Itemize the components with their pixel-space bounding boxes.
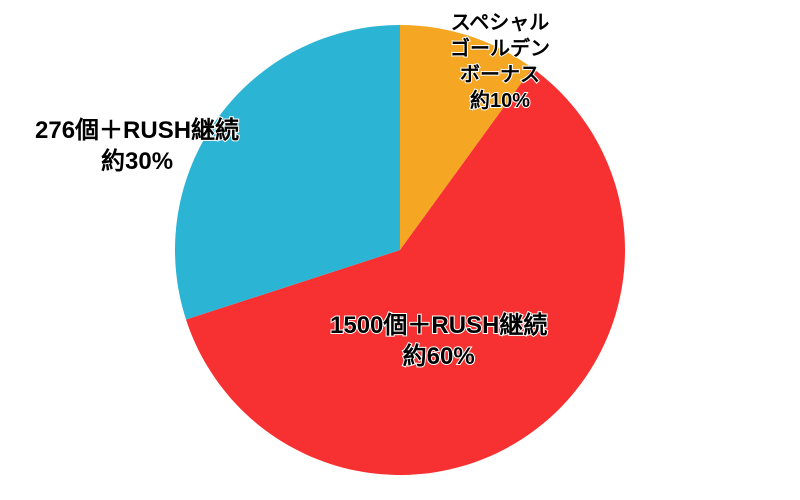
slice-label-2: 276個＋RUSH継続約30% [35,115,239,177]
pie-chart-container [175,25,625,475]
slice-label-0: スペシャルゴールデンボーナス約10% [450,10,550,114]
pie-chart-svg [175,25,625,475]
slice-label-1: 1500個＋RUSH継続約60% [330,310,547,372]
